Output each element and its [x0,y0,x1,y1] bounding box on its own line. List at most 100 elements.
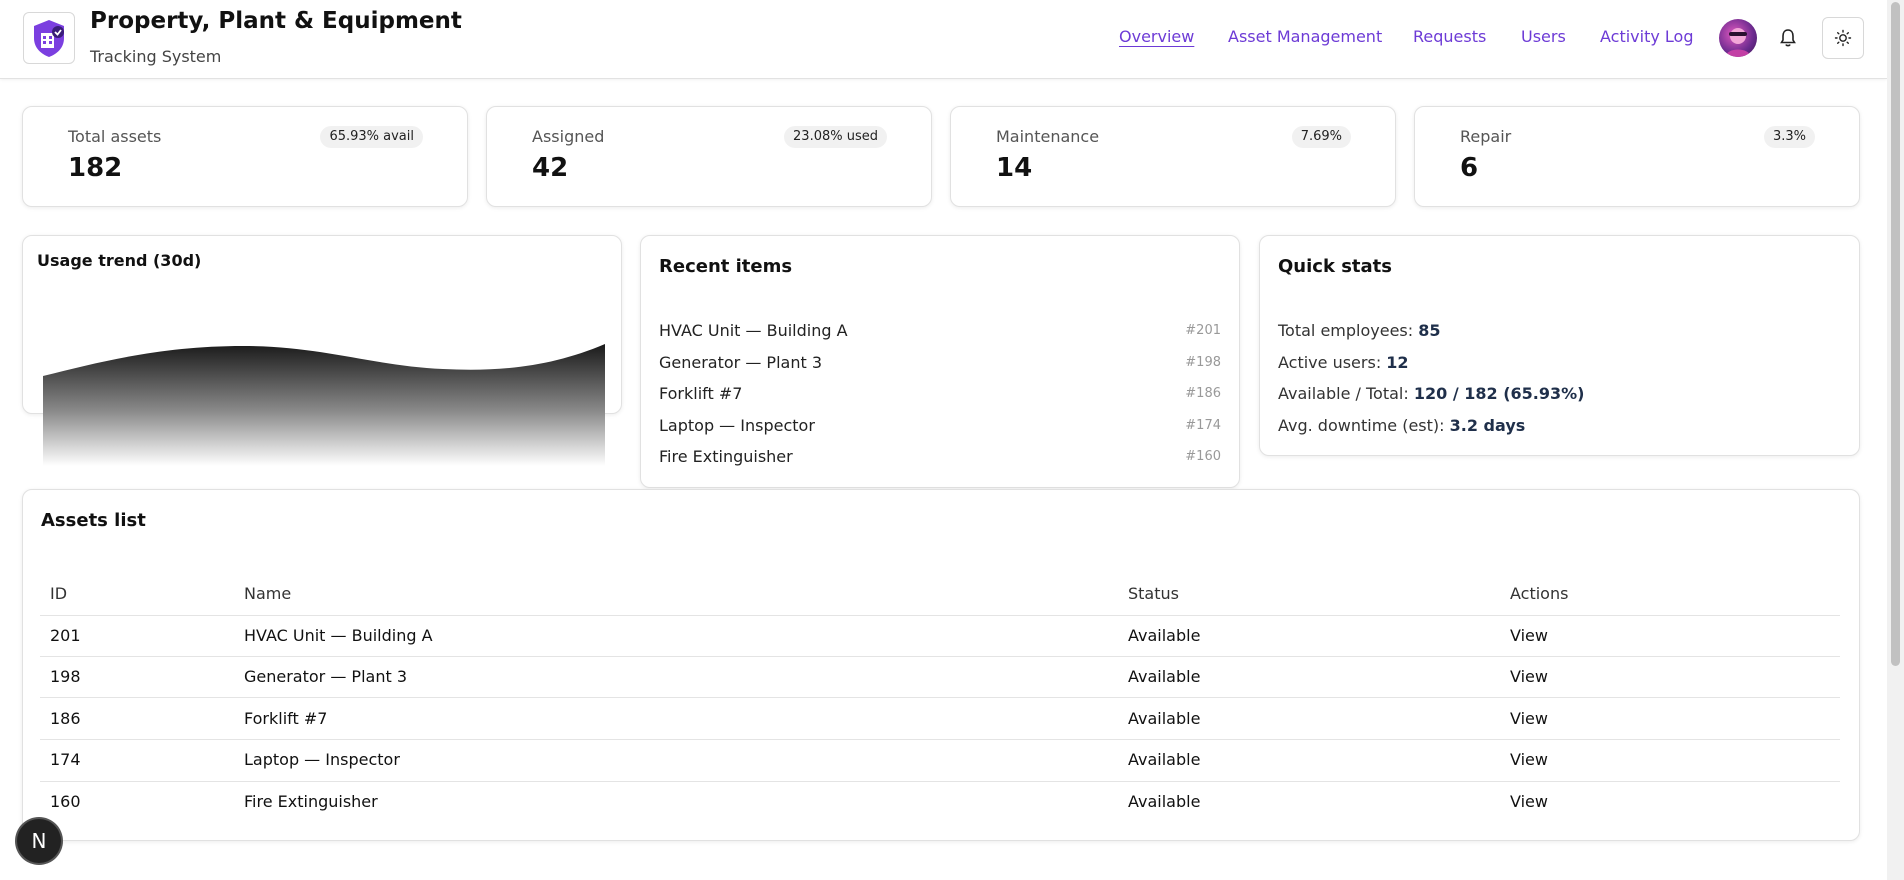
stat-value: 182 [68,153,123,183]
cell-name: Laptop — Inspector [244,750,400,769]
page-scrollbar[interactable] [1887,0,1904,880]
assets-list-title: Assets list [41,510,146,531]
cell-status: Available [1128,709,1201,728]
recent-item[interactable]: Generator — Plant 3 #198 [659,353,1221,375]
quick-stat-row: Total employees: 85 [1278,321,1441,340]
nav-users[interactable]: Users [1521,27,1566,46]
stat-label: Assigned [532,127,605,146]
quick-stat-label: Available / Total: [1278,384,1409,403]
column-header-status[interactable]: Status [1128,584,1179,603]
quick-stat-value: 120 / 182 (65.93%) [1413,384,1585,403]
dev-tools-badge[interactable]: N [17,819,61,863]
quick-stat-label: Active users: [1278,353,1382,372]
app-subtitle: Tracking System [90,47,222,66]
cell-status: Available [1128,792,1201,811]
view-link[interactable]: View [1510,626,1548,645]
recent-item-id: #198 [1185,355,1221,370]
stat-label: Repair [1460,127,1512,146]
recent-items-card: Recent items HVAC Unit — Building A #201… [640,235,1240,488]
cell-id: 160 [50,792,81,811]
user-avatar[interactable] [1719,19,1757,57]
recent-items-title: Recent items [659,256,793,277]
quick-stat-value: 85 [1418,321,1441,340]
quick-stat-row: Available / Total: 120 / 182 (65.93%) [1278,384,1584,403]
cell-id: 201 [50,626,81,645]
recent-item-id: #186 [1185,386,1221,401]
view-link[interactable]: View [1510,709,1548,728]
sun-icon [1834,29,1852,47]
recent-item-name: Laptop — Inspector [659,416,815,435]
recent-item[interactable]: HVAC Unit — Building A #201 [659,321,1221,343]
quick-stat-value: 12 [1386,353,1409,372]
usage-trend-area [43,344,605,466]
nav-requests[interactable]: Requests [1413,27,1487,46]
stat-badge: 7.69% [1291,126,1351,148]
recent-item-id: #201 [1185,323,1221,338]
cell-status: Available [1128,626,1201,645]
quick-stat-value: 3.2 days [1449,416,1526,435]
quick-stat-row: Active users: 12 [1278,353,1409,372]
cell-name: Forklift #7 [244,709,328,728]
cell-id: 186 [50,709,81,728]
stat-value: 42 [532,153,569,183]
nav-activity-log[interactable]: Activity Log [1600,27,1694,46]
app-logo[interactable] [23,12,75,64]
table-divider [40,697,1840,698]
theme-toggle-button[interactable] [1822,17,1864,59]
recent-item[interactable]: Fire Extinguisher #160 [659,447,1221,469]
quick-stat-row: Avg. downtime (est): 3.2 days [1278,416,1525,435]
column-header-id[interactable]: ID [50,584,68,603]
top-header: Property, Plant & Equipment Tracking Sys… [0,0,1887,79]
recent-item-name: Generator — Plant 3 [659,353,822,372]
quick-stat-label: Total employees: [1278,321,1414,340]
recent-item-name: HVAC Unit — Building A [659,321,848,340]
recent-item-id: #160 [1185,449,1221,464]
recent-item[interactable]: Laptop — Inspector #174 [659,416,1221,438]
column-header-name[interactable]: Name [244,584,292,603]
table-divider [40,656,1840,657]
view-link[interactable]: View [1510,667,1548,686]
nav-asset-management[interactable]: Asset Management [1228,27,1383,46]
stat-value: 6 [1460,153,1479,183]
cell-name: Fire Extinguisher [244,792,378,811]
stat-badge: 65.93% avail [320,126,423,148]
stat-label: Maintenance [996,127,1100,146]
stat-card-repair: Repair 6 3.3% [1414,106,1860,207]
stat-value: 14 [996,153,1033,183]
table-divider [40,781,1840,782]
avatar-image [1725,28,1751,57]
usage-trend-chart [43,344,605,466]
cell-id: 198 [50,667,81,686]
stat-card-maintenance: Maintenance 14 7.69% [950,106,1396,207]
stat-badge: 3.3% [1763,126,1815,148]
cell-status: Available [1128,750,1201,769]
stat-label: Total assets [68,127,162,146]
view-link[interactable]: View [1510,792,1548,811]
scrollbar-thumb[interactable] [1891,2,1900,666]
recent-item-id: #174 [1185,418,1221,433]
view-link[interactable]: View [1510,750,1548,769]
quick-stats-title: Quick stats [1278,256,1392,277]
cell-status: Available [1128,667,1201,686]
stat-card-total-assets: Total assets 182 65.93% avail [22,106,468,207]
bell-icon[interactable] [1776,26,1800,50]
table-divider [40,739,1840,740]
assets-list-card [22,489,1860,841]
stat-badge: 23.08% used [784,126,887,148]
cell-id: 174 [50,750,81,769]
app-title: Property, Plant & Equipment [90,8,462,34]
quick-stat-label: Avg. downtime (est): [1278,416,1445,435]
table-divider [40,615,1840,616]
cell-name: HVAC Unit — Building A [244,626,433,645]
usage-trend-card: Usage trend (30d) [22,235,622,466]
recent-item[interactable]: Forklift #7 #186 [659,384,1221,406]
recent-item-name: Fire Extinguisher [659,447,793,466]
cell-name: Generator — Plant 3 [244,667,407,686]
usage-trend-title: Usage trend (30d) [37,251,202,270]
stat-card-assigned: Assigned 42 23.08% used [486,106,932,207]
recent-item-name: Forklift #7 [659,384,743,403]
column-header-actions[interactable]: Actions [1510,584,1569,603]
quick-stats-card: Quick stats Total employees: 85 Active u… [1259,235,1860,456]
shield-building-icon [34,20,64,57]
nav-overview[interactable]: Overview [1119,27,1195,46]
